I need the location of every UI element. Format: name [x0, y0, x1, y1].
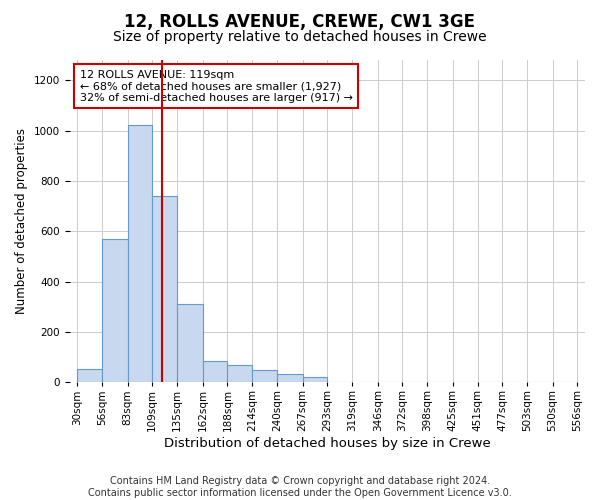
Bar — [77, 368, 102, 382]
Bar — [152, 196, 177, 382]
Y-axis label: Number of detached properties: Number of detached properties — [15, 128, 28, 314]
X-axis label: Distribution of detached houses by size in Crewe: Distribution of detached houses by size … — [164, 437, 491, 450]
Bar — [203, 361, 227, 382]
Bar — [102, 239, 128, 382]
Text: 12, ROLLS AVENUE, CREWE, CW1 3GE: 12, ROLLS AVENUE, CREWE, CW1 3GE — [125, 12, 476, 30]
Text: 12 ROLLS AVENUE: 119sqm
← 68% of detached houses are smaller (1,927)
32% of semi: 12 ROLLS AVENUE: 119sqm ← 68% of detache… — [80, 70, 353, 103]
Bar — [177, 304, 203, 382]
Text: Size of property relative to detached houses in Crewe: Size of property relative to detached ho… — [113, 30, 487, 44]
Bar — [227, 364, 252, 382]
Bar — [277, 374, 302, 382]
Bar — [302, 378, 327, 382]
Bar — [128, 126, 152, 382]
Bar — [252, 370, 277, 382]
Text: Contains HM Land Registry data © Crown copyright and database right 2024.
Contai: Contains HM Land Registry data © Crown c… — [88, 476, 512, 498]
